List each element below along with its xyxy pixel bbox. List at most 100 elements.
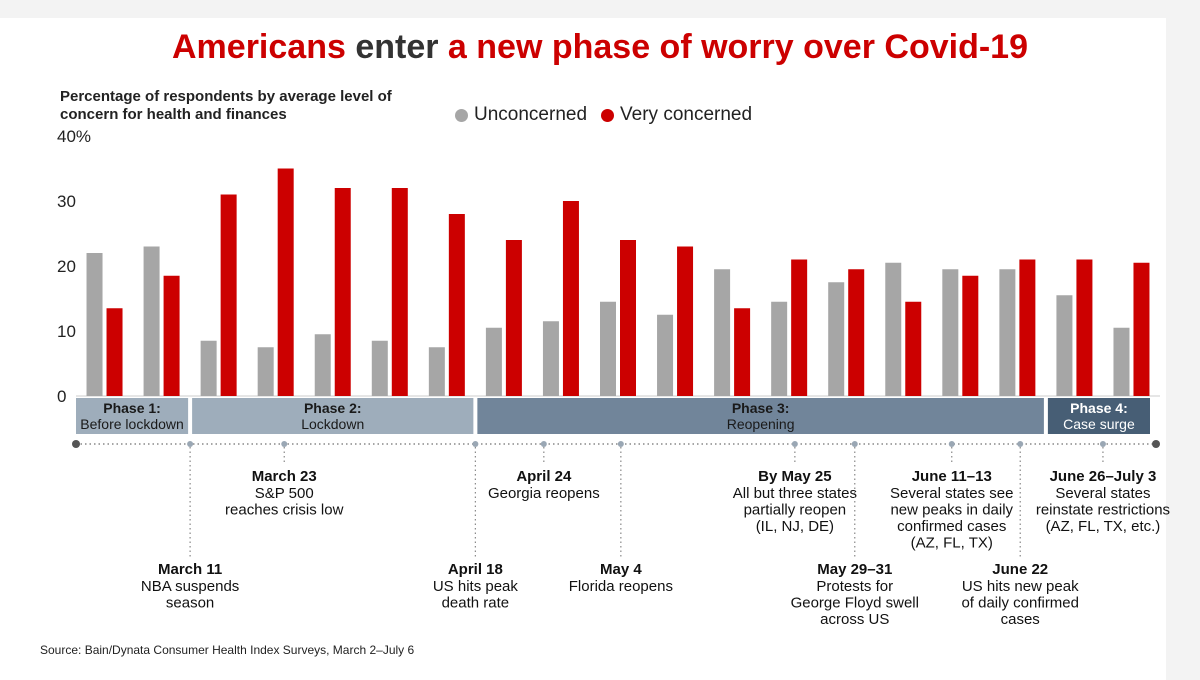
- event-marker: [540, 441, 547, 447]
- event-title: April 24: [516, 468, 572, 485]
- bar-very-concerned: [106, 308, 123, 396]
- event-text: US hits peak: [433, 578, 519, 595]
- y-tick-label: 10: [57, 322, 76, 341]
- bar-unconcerned: [257, 347, 274, 396]
- event-text: Florida reopens: [569, 578, 673, 595]
- event-text: Georgia reopens: [488, 485, 600, 502]
- event-title: May 4: [600, 561, 642, 578]
- event-title: By May 25: [758, 468, 831, 485]
- event-text: S&P 500: [255, 485, 314, 502]
- y-axis-title: Percentage of respondents by average lev…: [60, 88, 392, 123]
- bar-unconcerned: [885, 262, 902, 396]
- bar-very-concerned: [905, 301, 922, 396]
- event-marker: [1099, 441, 1106, 447]
- event-text: of daily confirmed: [961, 595, 1079, 612]
- event-text: (AZ, FL, TX): [911, 535, 993, 552]
- bar-unconcerned: [1113, 327, 1130, 396]
- bar-very-concerned: [448, 214, 465, 396]
- event-text: partially reopen: [744, 502, 847, 519]
- event-marker: [281, 441, 288, 447]
- event-title: March 11: [158, 561, 222, 578]
- bar-very-concerned: [677, 246, 694, 396]
- event-text: George Floyd swell: [791, 595, 919, 612]
- legend-swatch-unconcerned: [455, 108, 468, 122]
- bar-very-concerned: [734, 308, 751, 396]
- phase-band: [192, 398, 474, 434]
- timeline-end-dot: [1152, 440, 1160, 448]
- title-part-2: enter: [345, 28, 448, 66]
- bar-unconcerned: [143, 246, 160, 396]
- event-text: US hits new peak: [962, 578, 1079, 595]
- event-text: reinstate restrictions: [1036, 502, 1170, 519]
- phase-label: Phase 4:: [1070, 400, 1128, 416]
- bar-unconcerned: [542, 321, 559, 396]
- phase-sublabel: Case surge: [1063, 416, 1135, 432]
- event-text: Several states see: [890, 485, 1013, 502]
- event-text: (IL, NJ, DE): [756, 518, 834, 535]
- event-marker: [472, 441, 479, 447]
- event-title: May 29–31: [817, 561, 892, 578]
- event-title: June 11–13: [912, 468, 992, 485]
- phase-sublabel: Lockdown: [301, 416, 364, 432]
- event-text: season: [166, 595, 214, 612]
- bar-very-concerned: [505, 240, 522, 396]
- event-title: June 26–July 3: [1050, 468, 1157, 485]
- legend-item-unconcerned: Unconcerned: [455, 104, 587, 126]
- bar-very-concerned: [277, 168, 294, 396]
- bar-very-concerned: [962, 275, 979, 396]
- event-text: Protests for: [816, 578, 893, 595]
- bar-unconcerned: [86, 253, 103, 396]
- bar-unconcerned: [371, 340, 388, 396]
- phase-label: Phase 2:: [304, 400, 362, 416]
- bar-very-concerned: [220, 194, 237, 396]
- phase-sublabel: Before lockdown: [80, 416, 184, 432]
- bar-very-concerned: [163, 275, 180, 396]
- phase-band: [477, 398, 1044, 434]
- bar-unconcerned: [1056, 295, 1073, 396]
- bar-unconcerned: [200, 340, 217, 396]
- legend-label-unconcerned: Unconcerned: [474, 104, 588, 125]
- event-title: June 22: [992, 561, 1048, 578]
- bar-very-concerned: [620, 240, 636, 396]
- legend-label-very-concerned: Very concerned: [620, 104, 753, 125]
- bar-very-concerned: [334, 188, 351, 396]
- event-marker: [1017, 441, 1024, 447]
- event-text: Several states: [1055, 485, 1150, 502]
- phase-band: [76, 398, 189, 434]
- bar-very-concerned: [1019, 259, 1036, 396]
- source-note: Source: Bain/Dynata Consumer Health Inde…: [40, 643, 415, 657]
- bar-unconcerned: [657, 314, 674, 396]
- phase-sublabel: Reopening: [727, 416, 795, 432]
- bar-unconcerned: [485, 327, 502, 396]
- bar-unconcerned: [600, 301, 616, 396]
- y-tick-label: 0: [57, 387, 66, 406]
- legend-item-very-concerned: Very concerned: [601, 104, 752, 126]
- title-part-1: Americans: [172, 28, 346, 66]
- event-marker: [187, 441, 194, 447]
- legend: Unconcerned Very concerned: [455, 104, 752, 126]
- y-tick-label: 20: [57, 257, 76, 276]
- bar-very-concerned: [1133, 262, 1150, 396]
- bar-unconcerned: [828, 282, 845, 396]
- y-tick-label: 30: [57, 192, 76, 211]
- event-text: across US: [820, 611, 889, 628]
- bar-very-concerned: [791, 259, 808, 396]
- event-text: All but three states: [733, 485, 857, 502]
- event-text: death rate: [442, 595, 510, 612]
- y-tick-label: 40%: [57, 127, 91, 146]
- timeline-start-dot: [72, 440, 80, 448]
- bar-unconcerned: [942, 269, 959, 396]
- event-title: March 23: [252, 468, 317, 485]
- bar-unconcerned: [771, 301, 788, 396]
- event-text: reaches crisis low: [225, 502, 344, 519]
- event-text: confirmed cases: [897, 518, 1006, 535]
- bar-unconcerned: [999, 269, 1016, 396]
- bar-unconcerned: [714, 269, 731, 396]
- event-text: cases: [1001, 611, 1040, 628]
- phase-band: [1047, 398, 1150, 434]
- title-part-3: a new phase of worry over Covid-19: [447, 28, 1028, 66]
- event-marker: [948, 441, 955, 447]
- phase-label: Phase 3:: [732, 400, 790, 416]
- bar-unconcerned: [428, 347, 445, 396]
